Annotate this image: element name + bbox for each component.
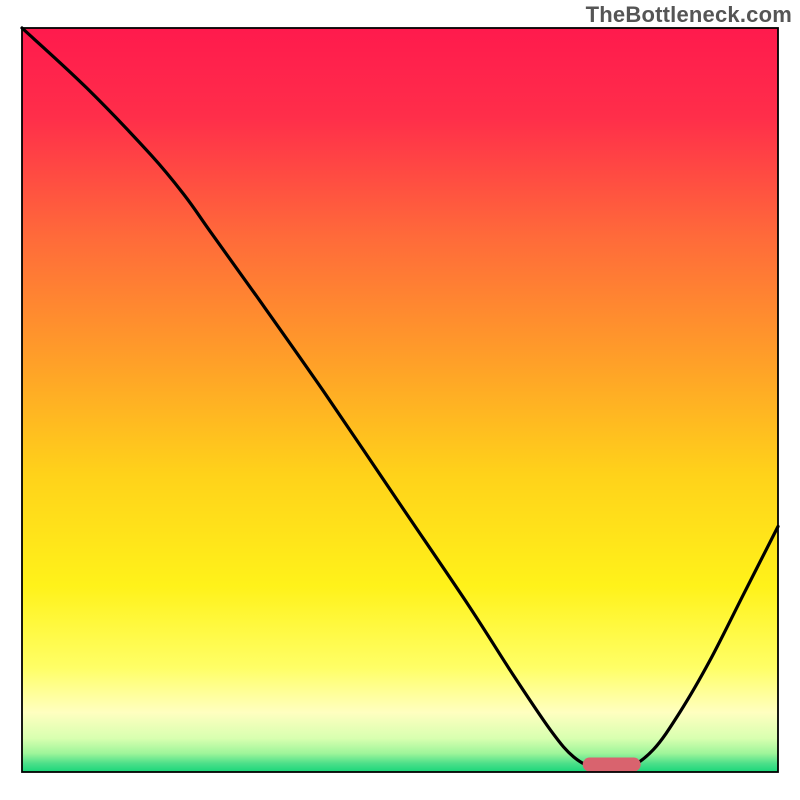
chart-container: TheBottleneck.com (0, 0, 800, 800)
optimal-marker (583, 758, 641, 772)
bottleneck-chart (0, 0, 800, 800)
